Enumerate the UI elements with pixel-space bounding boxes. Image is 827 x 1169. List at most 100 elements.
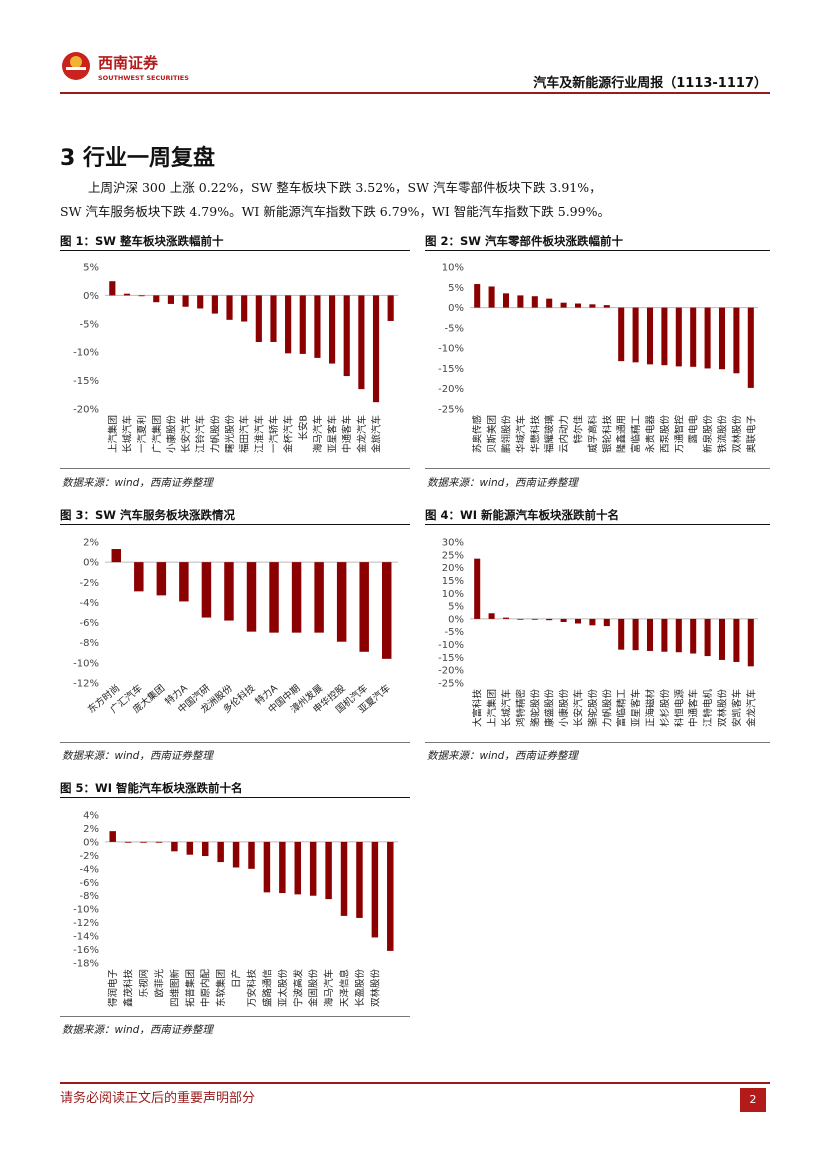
bar [661,307,668,366]
y-tick-label: -6% [80,878,99,889]
figure-5-top-rule [60,797,410,798]
category-label: 亚太股份 [277,969,289,1008]
category-label: 隆鑫通用 [616,415,628,453]
bar [618,307,625,362]
bar [255,295,262,342]
category-label: 力帆股份 [209,415,221,454]
category-label: 海马汽车 [312,415,324,453]
category-label: 大富科技 [472,689,484,728]
figure-2-chart: 10% 5% 0% -5% -10% -15% -20% -25% 苏奥传感 贝斯美团 鹏翎股份 华域… [438,263,758,454]
bar [502,617,510,619]
y-tick-label: -25% [438,679,464,690]
category-label: 特尔佳 [573,415,585,444]
bar [371,841,379,938]
bar [560,618,567,622]
bar [632,618,639,651]
y-tick-label: -2% [80,851,99,862]
bar [123,293,131,296]
bar [589,618,596,626]
header-divider [60,92,770,94]
bar [704,307,711,369]
bar [646,618,654,651]
category-label: 康盛股份 [544,689,556,728]
figure-2-top-rule [425,250,770,251]
bar [314,562,324,633]
logo-mark: 西南证券 SOUTHWEST SECURITIES [62,52,189,82]
category-label: 华域汽车 [515,415,527,453]
bar [502,293,510,308]
bar [201,562,212,618]
bar [246,562,257,632]
category-label: 上汽集团 [107,415,119,453]
y-tick-label: -15% [73,376,99,387]
category-label: 铁流股份 [717,415,729,454]
y-tick-label: -8% [80,891,99,902]
section-title: 3 行业一周复盘 [60,146,215,171]
y-tick-label: 0% [83,291,99,302]
bar [270,295,277,342]
figure-2-source: 数据来源：wind，西南证券整理 [427,477,578,489]
y-tick-label: -15% [438,364,464,375]
bar [226,295,233,320]
category-label: 长安汽车 [573,689,585,727]
y-tick-label: -15% [438,653,464,664]
category-label: 长城汽车 [121,415,133,453]
category-label: 亚星客车 [630,689,642,727]
logo-en: SOUTHWEST SECURITIES [98,74,189,82]
bar [179,562,189,602]
category-label: 江淮汽车 [253,415,265,453]
bar [359,562,369,652]
bar [309,841,317,896]
figure-3-top-rule [60,524,410,525]
figure-5-source: 数据来源：wind，西南证券整理 [62,1024,213,1036]
category-label: 骆驼股份 [529,689,541,728]
bar [285,295,292,354]
bar [381,562,392,659]
bar [574,303,582,308]
y-tick-label: -10% [438,640,464,651]
category-label: 海马汽车 [323,969,335,1007]
bar [603,618,610,627]
logo-cn: 西南证券 [98,54,159,72]
y-tick-label: 0% [83,837,99,848]
bar [589,304,596,308]
y-tick-label: 10% [442,589,464,600]
y-tick-label: 2% [83,538,99,549]
category-label: 拓普集团 [184,969,196,1007]
bar [340,841,348,916]
bar [747,618,754,667]
category-label: 富临精工 [630,415,642,454]
y-tick-label: 2% [83,824,99,835]
category-label: 金龙汽车 [745,689,757,727]
y-tick-label: 0% [448,614,464,625]
bar [325,841,332,900]
y-tick-label: 4% [83,811,99,822]
figure-2-title: 图 2：SW 汽车零部件板块涨跌幅前十 [425,234,623,248]
bar [531,618,538,620]
category-label: 力帆股份 [601,689,613,728]
y-tick-label: -10% [438,344,464,355]
y-tick-label: 5% [448,283,464,294]
y-tick-label: 0% [448,303,464,314]
category-label: 富临精工 [616,689,628,728]
figure-4-bottom-rule [425,742,770,743]
bar [167,295,175,304]
bar [690,618,697,654]
category-label: 露电电 [688,415,700,444]
bar [474,558,481,619]
category-label: 曙光股份 [224,415,236,454]
category-label: 得润电子 [107,969,119,1008]
bar [124,841,132,843]
figure-3-source: 数据来源：wind，西南证券整理 [62,750,213,762]
y-tick-label: 5% [448,602,464,613]
category-label: 福田汽车 [239,415,251,453]
y-tick-label: -4% [80,598,99,609]
bar [675,307,682,367]
figure-4-top-rule [425,524,770,525]
y-tick-label: 20% [442,563,464,574]
bar [299,295,306,354]
category-label: 科恒电源 [673,689,685,728]
bar [336,562,347,642]
y-tick-label: 25% [442,550,464,561]
bar [269,562,279,633]
